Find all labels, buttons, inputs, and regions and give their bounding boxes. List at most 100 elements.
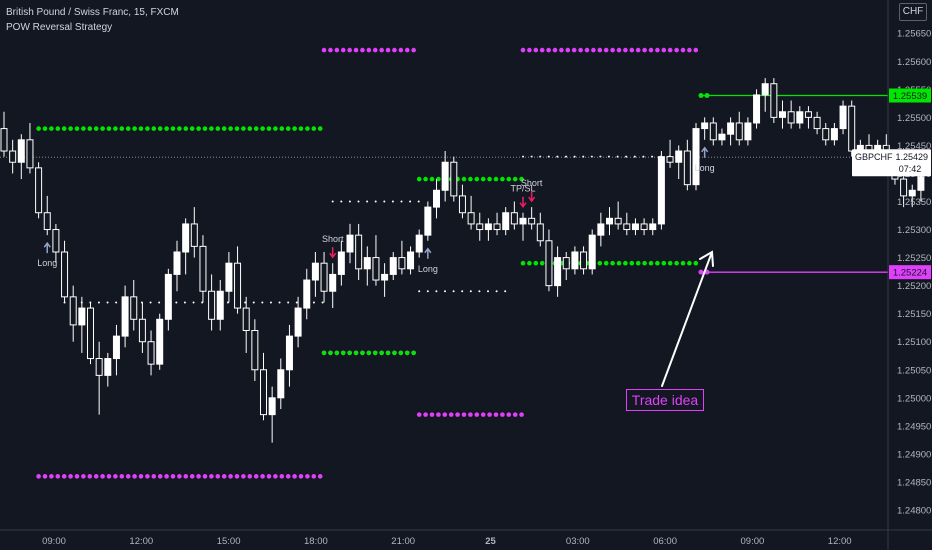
- candle: [467, 195, 475, 230]
- signal-label: Long: [37, 258, 57, 268]
- level-dot: [680, 47, 686, 53]
- trade-dot: [244, 301, 247, 304]
- trade-dot: [115, 301, 118, 304]
- level-dot: [202, 474, 208, 479]
- level-dot: [398, 350, 404, 356]
- candle-body: [216, 290, 224, 320]
- candle-body: [208, 290, 216, 320]
- candle-body: [510, 212, 518, 225]
- level-dot: [533, 47, 539, 53]
- candle-body: [95, 358, 103, 376]
- candle-body: [709, 122, 717, 141]
- level-dot: [132, 474, 137, 479]
- time-tick-label: 18:00: [304, 536, 328, 547]
- trade-dot: [400, 200, 403, 203]
- candle: [433, 179, 440, 219]
- level-dot: [215, 126, 221, 131]
- level-dot: [334, 350, 340, 356]
- level-dot: [285, 126, 291, 131]
- candle-body: [433, 189, 440, 208]
- level-dot: [279, 474, 285, 479]
- trade-dot: [287, 301, 290, 304]
- candle: [848, 100, 856, 157]
- level-dot: [429, 176, 435, 182]
- level-dot: [416, 176, 422, 182]
- level-dot: [674, 260, 679, 266]
- current-price-bg: [852, 149, 931, 177]
- trade-dot: [269, 301, 272, 304]
- level-dot: [610, 260, 615, 266]
- magenta-level-line: [321, 47, 416, 53]
- candle: [69, 285, 77, 342]
- candle-body: [761, 83, 769, 96]
- candle: [580, 246, 588, 275]
- candle-body: [657, 156, 665, 225]
- level-dot: [571, 47, 577, 53]
- level-dot: [506, 412, 512, 417]
- candle: [493, 212, 501, 236]
- level-dot: [113, 126, 118, 131]
- trade-dot: [374, 200, 377, 203]
- trade-dot: [149, 301, 152, 304]
- trade-dot: [469, 290, 472, 293]
- level-dot: [93, 474, 99, 479]
- candle-body: [329, 273, 337, 292]
- level-dot: [253, 126, 259, 131]
- price-tick-label: 1.25200: [897, 281, 931, 292]
- candle: [830, 122, 838, 146]
- candle: [9, 139, 17, 174]
- candle-body: [649, 223, 657, 231]
- level-dot: [655, 47, 660, 53]
- level-dot: [138, 126, 144, 131]
- candle-body: [407, 251, 415, 270]
- level-dot: [209, 474, 214, 479]
- time-tick-label: 09:00: [42, 536, 66, 547]
- level-dot: [353, 47, 359, 53]
- candle-body: [735, 122, 743, 141]
- candle-body: [701, 122, 709, 130]
- candle-body: [822, 128, 830, 141]
- trade-dot: [183, 301, 186, 304]
- candle: [813, 111, 821, 135]
- candle-body: [43, 212, 51, 231]
- candle-body: [727, 122, 735, 135]
- level-dot: [474, 176, 480, 182]
- level-dot: [68, 126, 73, 131]
- level-dot: [36, 126, 41, 131]
- level-dot: [436, 176, 441, 182]
- level-dot: [157, 126, 163, 131]
- level-dot: [145, 474, 150, 479]
- candle-body: [225, 262, 233, 292]
- candle-body: [779, 111, 786, 118]
- level-dot: [164, 126, 169, 131]
- candle-body: [744, 122, 752, 141]
- currency-badge[interactable]: CHF: [899, 3, 927, 21]
- trade-dot: [417, 200, 420, 203]
- candle: [61, 240, 69, 303]
- symbol-tag: GBPCHF: [855, 152, 893, 162]
- candle: [0, 111, 8, 157]
- level-dot: [404, 47, 410, 53]
- candle: [588, 229, 596, 275]
- level-dot: [500, 176, 505, 182]
- candle-body: [35, 167, 43, 214]
- candle-body: [580, 251, 588, 270]
- candle: [657, 151, 665, 230]
- candle: [510, 201, 518, 230]
- price-tick-label: 1.25500: [897, 113, 931, 124]
- level-dot: [305, 474, 310, 479]
- level-dot: [234, 474, 240, 479]
- candle: [631, 218, 639, 236]
- trade-dot: [565, 155, 567, 158]
- candle: [779, 100, 786, 129]
- trade-dot: [573, 155, 576, 158]
- level-dot: [480, 412, 486, 417]
- level-dot: [241, 126, 246, 131]
- candle-body: [588, 234, 596, 270]
- level-dot: [87, 474, 93, 479]
- level-dot: [81, 474, 86, 479]
- candle: [761, 78, 769, 112]
- candle-body: [441, 161, 449, 191]
